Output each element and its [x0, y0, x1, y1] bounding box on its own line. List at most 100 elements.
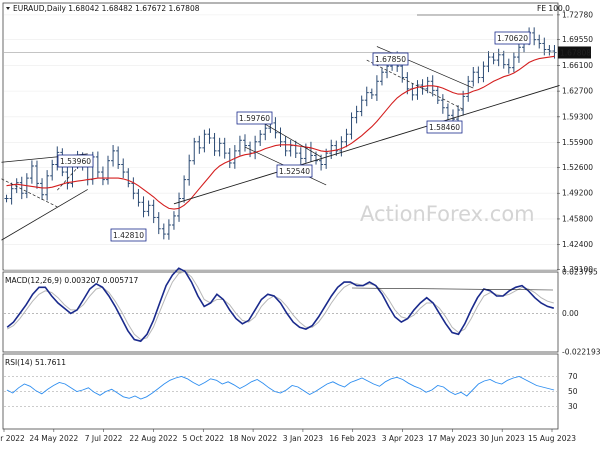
- price-bar: [445, 103, 450, 120]
- symbol-header: EURAUD,Daily 1.68042 1.68482 1.67672 1.6…: [6, 4, 200, 13]
- price-bar: [471, 67, 476, 87]
- price-bar: [121, 158, 126, 179]
- rsi-line: [6, 376, 555, 400]
- x-tick-label: 18 Nov 2022: [229, 434, 277, 443]
- price-bar: [501, 50, 506, 69]
- price-bar: [141, 196, 146, 218]
- price-bar: [55, 146, 60, 171]
- price-bar: [182, 175, 187, 203]
- price-bar: [177, 192, 182, 222]
- x-tick-label: 24 May 2022: [29, 434, 78, 443]
- price-y-tick-label: 1.69550: [562, 35, 593, 44]
- x-tick-label: 3 Apr 2023: [382, 434, 424, 443]
- moving-average-line: [6, 55, 555, 210]
- x-tick-label: 17 May 2023: [428, 434, 477, 443]
- price-bar: [476, 66, 481, 84]
- price-bar: [161, 223, 166, 240]
- price-bar: [232, 145, 237, 169]
- pattern-dashed-line: [57, 155, 88, 191]
- macd-signal-line: [6, 271, 554, 341]
- rsi-y-tick-label: 50: [568, 387, 578, 396]
- macd-y-tick-label: -0.022193: [562, 348, 600, 357]
- price-annotation: 1.53960: [57, 154, 94, 168]
- x-tick-label: 15 Aug 2023: [528, 434, 576, 443]
- price-bar: [415, 80, 420, 100]
- price-bar: [217, 137, 222, 157]
- annotation-label: 1.67850: [375, 55, 406, 64]
- price-annotation: 1.59760: [236, 111, 273, 125]
- annotation-label: 1.58460: [429, 123, 460, 132]
- price-bar: [278, 127, 283, 148]
- price-bar: [511, 52, 516, 73]
- pattern-dashed-line: [1, 178, 58, 208]
- price-bar: [45, 170, 50, 201]
- current-price-label: 1.67808: [560, 48, 591, 57]
- price-bar: [547, 45, 552, 56]
- price-bar: [131, 177, 136, 200]
- annotation-box: [57, 154, 94, 168]
- price-bar: [293, 140, 298, 158]
- annotation-box: [110, 228, 147, 242]
- price-bar: [364, 86, 369, 107]
- price-bar: [212, 132, 217, 156]
- price-panel-frame: [2, 2, 559, 271]
- price-bar: [146, 200, 151, 217]
- x-tick-label: 7 Jul 2022: [85, 434, 123, 443]
- wedge-dashed-line: [366, 59, 464, 110]
- annotation-label: 1.52540: [279, 167, 310, 176]
- x-tick-label: 16 Feb 2023: [329, 434, 376, 443]
- price-bar: [359, 95, 364, 117]
- price-bar: [126, 168, 131, 188]
- price-bar: [263, 122, 268, 141]
- price-bar: [171, 211, 176, 230]
- price-y-tick-label: 1.42400: [562, 240, 593, 249]
- price-bar: [9, 182, 14, 205]
- price-bar: [339, 136, 344, 157]
- price-y-tick-label: 1.39100: [562, 265, 593, 274]
- price-bar: [136, 188, 141, 207]
- price-bar: [258, 130, 263, 146]
- price-y-tick-label: 1.49200: [562, 189, 593, 198]
- price-bar: [14, 178, 19, 194]
- price-annotation: 1.42810: [110, 228, 147, 242]
- price-y-tick-label: 1.52600: [562, 163, 593, 172]
- price-y-tick-label: 1.55900: [562, 138, 593, 147]
- annotation-label: 1.42810: [113, 231, 144, 240]
- price-y-tick-label: 1.72780: [562, 10, 593, 19]
- price-annotation: 1.58460: [426, 120, 463, 134]
- price-bar: [283, 136, 288, 157]
- price-bar: [491, 52, 496, 65]
- annotation-box: [372, 52, 409, 66]
- annotation-label: 1.70620: [497, 34, 528, 43]
- macd-label: MACD(12,26,9) 0.003207 0.005717: [5, 276, 139, 285]
- price-bar: [532, 27, 537, 46]
- price-bar: [253, 135, 258, 160]
- price-y-tick-label: 1.66100: [562, 61, 593, 70]
- price-bar: [374, 75, 379, 101]
- price-bar: [227, 148, 232, 169]
- rsi-lines: [4, 376, 557, 407]
- price-bar: [29, 160, 34, 184]
- macd-y-tick-label: 0.00: [562, 309, 579, 318]
- price-annotation: 1.70620: [494, 31, 531, 45]
- price-bar: [466, 75, 471, 102]
- price-bar: [344, 128, 349, 148]
- price-bar: [116, 146, 121, 169]
- price-bar: [516, 41, 521, 63]
- y-axis-labels: 1.72780 1.69550 1.66100 1.62700 1.59300 1.559…: [557, 10, 600, 411]
- price-bar: [435, 86, 440, 105]
- x-axis-labels: 8 Apr 2022 24 May 2022 7 Jul 2022 22 Aug 20…: [0, 429, 576, 443]
- price-bar: [222, 137, 227, 159]
- price-annotation: 1.67850: [372, 52, 409, 66]
- price-bar: [486, 51, 491, 73]
- price-bar: [151, 199, 156, 224]
- rsi-panel-frame: [2, 353, 559, 430]
- price-bar: [496, 48, 501, 67]
- x-tick-label: 22 Aug 2022: [129, 434, 177, 443]
- price-y-tick-label: 1.59300: [562, 112, 593, 121]
- panel-frames: [2, 2, 559, 430]
- price-bar: [410, 83, 415, 101]
- price-bar: [4, 194, 9, 203]
- macd-lines: [4, 267, 557, 343]
- price-bar: [65, 165, 70, 190]
